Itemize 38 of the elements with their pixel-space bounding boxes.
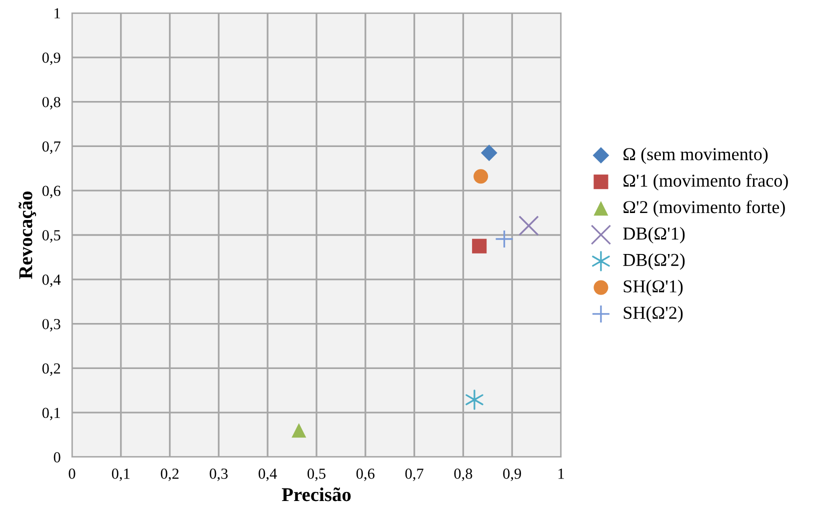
legend-label: Ω'2 (movimento forte) [624,200,785,217]
x-tick-label: 0,6 [356,468,374,482]
point [474,169,488,184]
x-tick-label: 0,3 [210,468,228,482]
point [494,230,514,248]
x-tick-label: 0,5 [308,468,326,482]
x-tick-label: 0 [68,468,76,479]
legend-label: DB(Ω'2) [623,253,685,270]
x-tick-label: 0,8 [454,468,472,482]
point [472,238,487,254]
legend-label: Ω'1 (movimento fraco) [624,174,788,190]
x-tick-label: 0,1 [112,468,130,482]
x-tick-label: 0,7 [405,468,424,482]
x-tick-label: 1 [558,468,564,479]
legend-label: SH(Ω'1) [624,280,683,296]
y-tick-label: 0 [54,452,60,462]
y-tick-label: 0,9 [42,52,60,66]
y-tick-label: 1 [54,8,60,18]
y-axis-title: Revocação [18,191,36,279]
point [466,390,484,410]
y-tick-label: 0,4 [42,274,61,288]
x-axis-title: Precisão [282,487,351,502]
x-tick-label: 0,4 [258,468,277,482]
x-tick-label: 0,9 [503,468,522,482]
y-tick-label: 0,5 [42,230,60,243]
legend-label: DB(Ω'1) [623,226,685,244]
legend-label: SH(Ω'2) [624,306,683,323]
point [292,423,306,438]
point [480,144,498,162]
y-tick-label: 0,7 [42,141,60,154]
y-tick-label: 0,8 [42,96,60,110]
y-tick-label: 0,6 [42,186,60,198]
y-tick-label: 0,2 [42,363,60,376]
legend-label: Ω (sem movimento) [624,148,768,164]
point [518,216,539,236]
y-tick-label: 0,3 [42,318,60,332]
y-tick-label: 0,1 [42,408,60,420]
x-tick-label: 0,2 [160,468,179,482]
